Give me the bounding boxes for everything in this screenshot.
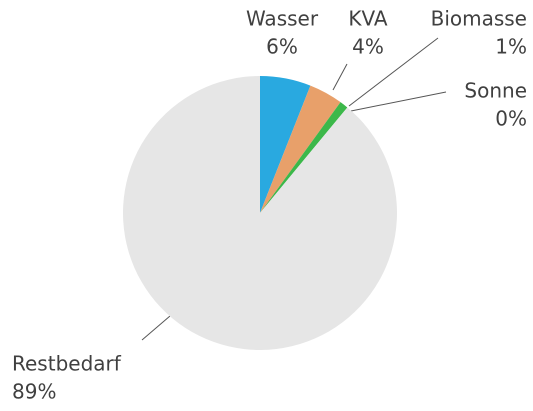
pie-slice — [260, 102, 348, 213]
slice-value-label: 1% — [495, 35, 527, 59]
pie-slice — [260, 85, 341, 213]
slice-label: KVA — [348, 7, 388, 31]
leader-lines — [141, 37, 447, 341]
slice-value-label: 89% — [12, 380, 56, 404]
slice-label: Sonne — [464, 79, 527, 103]
slice-label: Wasser — [246, 7, 319, 31]
leader-line — [350, 91, 447, 112]
pie-slice — [260, 76, 311, 213]
slice-label: Biomasse — [431, 7, 527, 31]
leader-line — [348, 37, 439, 107]
slice-value-label: 6% — [266, 35, 298, 59]
leader-line — [141, 315, 171, 341]
slice-value-label: 4% — [352, 35, 384, 59]
pie-slice — [122, 75, 397, 350]
leader-line — [332, 63, 348, 91]
slice-label: Restbedarf — [12, 352, 122, 376]
slice-value-label: 0% — [495, 107, 527, 131]
